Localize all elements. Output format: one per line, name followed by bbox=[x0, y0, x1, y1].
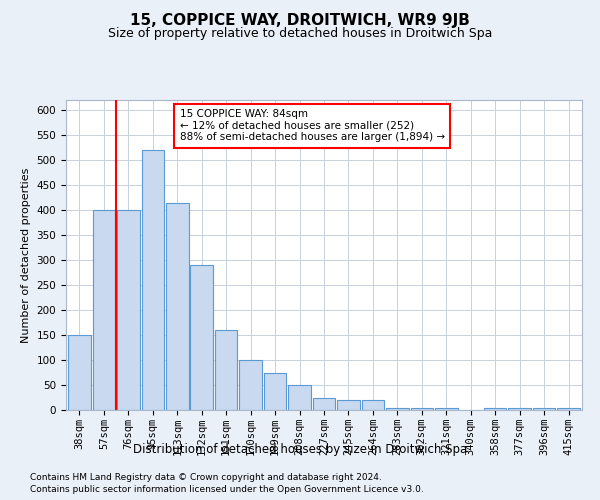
Bar bbox=[557, 408, 580, 410]
Text: 15 COPPICE WAY: 84sqm
← 12% of detached houses are smaller (252)
88% of semi-det: 15 COPPICE WAY: 84sqm ← 12% of detached … bbox=[179, 110, 445, 142]
Bar bbox=[386, 408, 409, 410]
Text: Contains public sector information licensed under the Open Government Licence v3: Contains public sector information licen… bbox=[30, 485, 424, 494]
Bar bbox=[142, 150, 164, 410]
Bar bbox=[264, 372, 286, 410]
Text: Size of property relative to detached houses in Droitwich Spa: Size of property relative to detached ho… bbox=[108, 28, 492, 40]
Bar bbox=[68, 335, 91, 410]
Bar bbox=[362, 400, 384, 410]
Text: 15, COPPICE WAY, DROITWICH, WR9 9JB: 15, COPPICE WAY, DROITWICH, WR9 9JB bbox=[130, 12, 470, 28]
Bar bbox=[117, 210, 140, 410]
Bar bbox=[288, 385, 311, 410]
Bar bbox=[337, 400, 360, 410]
Bar bbox=[410, 408, 433, 410]
Bar bbox=[92, 210, 115, 410]
Text: Contains HM Land Registry data © Crown copyright and database right 2024.: Contains HM Land Registry data © Crown c… bbox=[30, 472, 382, 482]
Bar bbox=[239, 360, 262, 410]
Text: Distribution of detached houses by size in Droitwich Spa: Distribution of detached houses by size … bbox=[133, 442, 467, 456]
Bar bbox=[435, 408, 458, 410]
Bar bbox=[166, 202, 188, 410]
Bar bbox=[533, 408, 556, 410]
Bar bbox=[484, 408, 506, 410]
Bar bbox=[215, 330, 238, 410]
Y-axis label: Number of detached properties: Number of detached properties bbox=[21, 168, 31, 342]
Bar bbox=[508, 408, 531, 410]
Bar bbox=[190, 265, 213, 410]
Bar bbox=[313, 398, 335, 410]
